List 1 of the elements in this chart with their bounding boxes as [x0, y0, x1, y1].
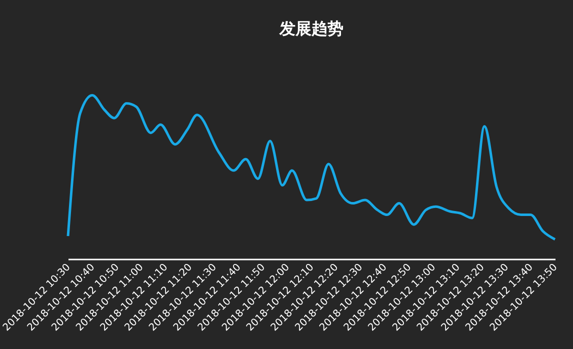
chart-title: 发展趋势	[278, 19, 344, 38]
